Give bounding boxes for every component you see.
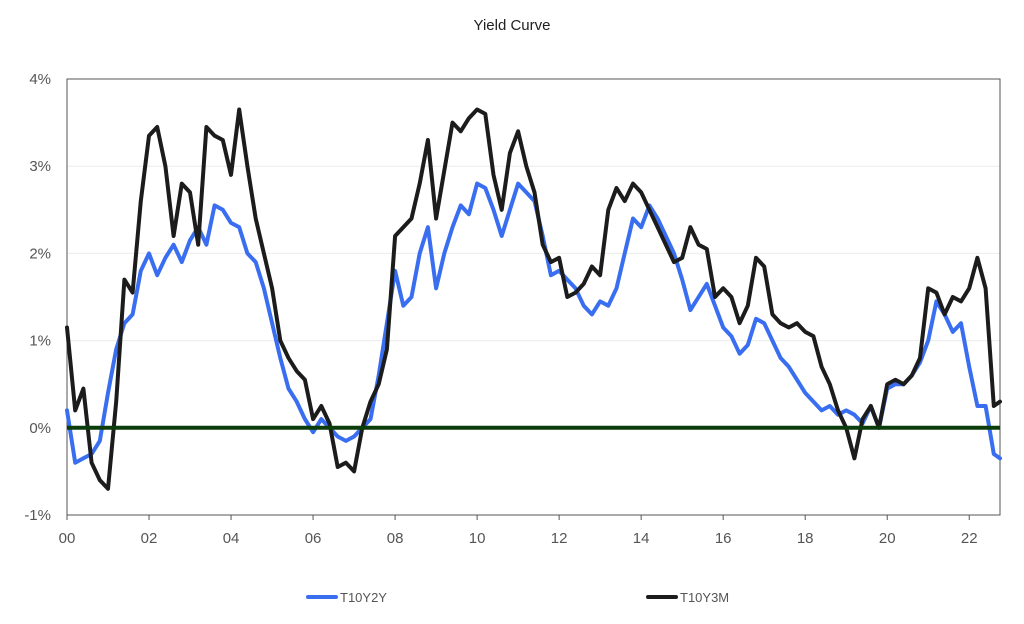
- x-tick-label: 00: [59, 530, 76, 547]
- legend: T10Y2Y T10Y3M: [306, 590, 729, 605]
- x-tick-label: 14: [633, 530, 650, 547]
- x-tick-label: 18: [797, 530, 814, 547]
- legend-label-t10y3m: T10Y3M: [680, 590, 729, 605]
- x-tick-label: 20: [879, 530, 896, 547]
- y-tick-label: -1%: [24, 507, 51, 524]
- y-tick-label: 4%: [29, 71, 51, 88]
- x-tick-label: 04: [223, 530, 240, 547]
- x-axis: 00 02 04 06 08 10 12 14 16 18 20 22: [59, 515, 978, 547]
- x-tick-label: 16: [715, 530, 732, 547]
- y-tick-label: 1%: [29, 333, 51, 350]
- y-tick-label: 2%: [29, 245, 51, 262]
- chart-title: Yield Curve: [474, 17, 551, 34]
- x-tick-label: 06: [305, 530, 322, 547]
- x-tick-label: 22: [961, 530, 978, 547]
- x-tick-label: 10: [469, 530, 486, 547]
- series-line-t10y2y: [65, 181, 1002, 465]
- x-tick-label: 08: [387, 530, 404, 547]
- x-tick-label: 02: [141, 530, 158, 547]
- y-tick-label: 0%: [29, 420, 51, 437]
- plot-area-border: [66, 78, 1001, 516]
- legend-label-t10y2y: T10Y2Y: [340, 590, 387, 605]
- y-tick-label: 3%: [29, 158, 51, 175]
- x-tick-label: 12: [551, 530, 568, 547]
- y-axis: 4% 3% 2% 1% 0% -1%: [24, 71, 51, 524]
